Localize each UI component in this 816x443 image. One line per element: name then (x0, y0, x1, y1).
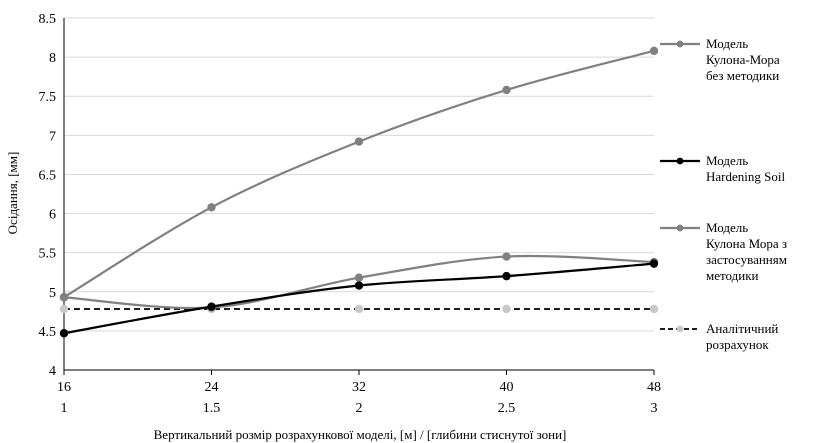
data-point (502, 252, 511, 261)
x-tick-label-secondary: 2.5 (498, 401, 516, 416)
y-tick-label: 8.5 (39, 12, 57, 27)
data-point (354, 273, 364, 282)
legend-label: Модель (706, 153, 748, 168)
data-point (649, 46, 659, 56)
y-tick-label: 5.5 (39, 247, 57, 262)
x-tick-label: 48 (647, 380, 661, 395)
legend-label: застосуванням (706, 252, 787, 267)
x-tick-label-secondary: 1.5 (203, 401, 221, 416)
y-tick-label: 7 (49, 129, 56, 144)
axes: 4 4.5 5 5.5 6 6.5 7 7.5 8 8.5 16 1 24 1.5 32 2 40 2.5 48 3 (39, 12, 662, 416)
legend-label: Модель (706, 36, 748, 51)
y-tick-label: 7.5 (39, 90, 57, 105)
legend-swatch-marker (676, 224, 684, 232)
series-2 (59, 259, 659, 338)
data-point (502, 271, 511, 281)
y-axis-title: Осідання, [мм] (5, 152, 20, 235)
y-tick-label: 8 (49, 51, 56, 66)
y-tick-label: 6 (49, 208, 56, 223)
legend-label: Аналітичний (706, 321, 778, 336)
x-axis-title: Вертикальний розмір розрахункової моделі… (154, 427, 567, 442)
x-tick-label-secondary: 2 (356, 401, 363, 416)
data-point (59, 304, 69, 314)
y-tick-label: 5 (49, 286, 56, 301)
data-point (354, 137, 364, 146)
x-tick-label: 32 (352, 380, 366, 395)
legend-swatch-marker (676, 157, 684, 165)
x-tick-label: 16 (57, 380, 71, 395)
series-1 (59, 46, 659, 302)
x-tick-label: 40 (500, 380, 514, 395)
y-tick-label: 4.5 (39, 325, 57, 340)
data-point (502, 85, 511, 95)
legend-swatch-marker (676, 40, 684, 48)
data-point (59, 329, 69, 338)
data-point (207, 203, 216, 212)
x-tick-label-secondary: 3 (651, 401, 658, 416)
legend-label: Hardening Soil (706, 169, 785, 184)
gridlines (64, 17, 654, 371)
legend-label: без методики (706, 68, 779, 83)
legend-label: методики (706, 268, 759, 283)
data-point (354, 304, 364, 314)
legend-label: Кулона-Мора (706, 52, 780, 67)
data-point (354, 281, 364, 290)
x-tick-label: 24 (205, 380, 219, 395)
data-point (207, 302, 216, 311)
data-point (649, 259, 659, 268)
data-point (59, 293, 69, 302)
series-layer (59, 46, 659, 338)
legend-label: Кулона Мора з (706, 236, 787, 251)
legend-label: розрахунок (706, 337, 769, 352)
x-tick-label-secondary: 1 (61, 401, 68, 416)
y-tick-label: 6.5 (39, 168, 57, 183)
y-tick-label: 4 (49, 364, 56, 379)
data-point (649, 304, 659, 314)
legend-swatch-marker (676, 325, 684, 333)
legend-label: Модель (706, 220, 748, 235)
data-point (502, 304, 511, 314)
